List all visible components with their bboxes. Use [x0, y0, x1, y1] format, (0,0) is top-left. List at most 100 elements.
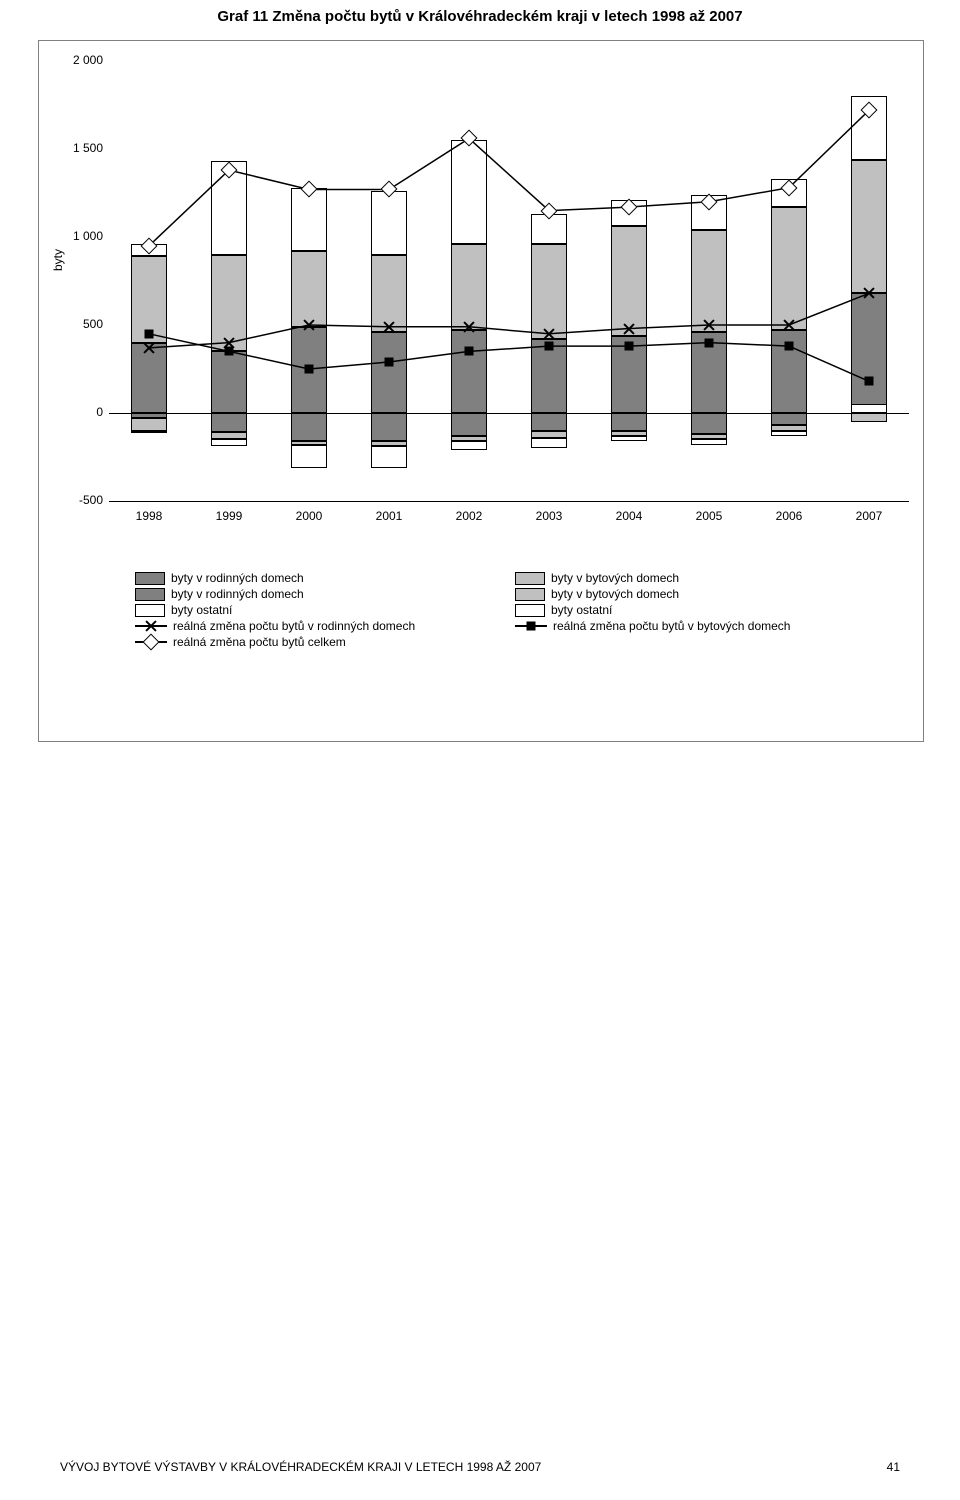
legend-label: byty ostatní — [171, 603, 232, 617]
legend-label: byty v bytových domech — [551, 571, 679, 585]
marker-sq — [225, 347, 234, 356]
legend-item: byty v bytových domech — [515, 571, 895, 585]
x-tick: 2007 — [839, 509, 899, 523]
bar-bytovych-pos — [531, 244, 567, 339]
footer-text: VÝVOJ BYTOVÉ VÝSTAVBY V KRÁLOVÉHRADECKÉM… — [60, 1460, 541, 1474]
bar-ostatni-neg — [611, 436, 647, 441]
bar-ostatni-neg — [211, 439, 247, 446]
bar-bytovych-pos — [291, 251, 327, 327]
y-tick: 1 000 — [53, 229, 103, 243]
marker-sq — [145, 329, 154, 338]
x-tick: 2001 — [359, 509, 419, 523]
marker-x — [143, 342, 155, 354]
marker-x — [783, 319, 795, 331]
legend-item: byty v bytových domech — [515, 587, 895, 601]
bar-bytovych-neg — [211, 432, 247, 439]
bar-rodinnych-pos — [371, 332, 407, 413]
bar-ostatni-neg — [371, 446, 407, 467]
plot-area: -50005001 0001 5002 00019981999200020012… — [109, 61, 909, 502]
marker-sq — [865, 377, 874, 386]
bar-bytovych-pos — [451, 244, 487, 330]
x-tick: 2000 — [279, 509, 339, 523]
marker-sq — [785, 342, 794, 351]
bar-ostatni-neg — [771, 431, 807, 436]
bar-rodinnych-neg — [611, 413, 647, 431]
legend: byty v rodinných domech byty v bytových d… — [135, 571, 895, 651]
legend-line-swatch — [135, 619, 167, 633]
legend-line-swatch — [135, 635, 167, 649]
bar-bytovych-neg — [531, 431, 567, 438]
chart-inner: -50005001 0001 5002 00019981999200020012… — [109, 61, 909, 501]
legend-item: reálná změna počtu bytů v rodinných dome… — [135, 619, 515, 633]
y-tick: 2 000 — [53, 53, 103, 67]
marker-sq — [465, 347, 474, 356]
bar-rodinnych-pos — [851, 293, 887, 413]
bar-ostatni-neg — [851, 404, 887, 413]
legend-swatch — [135, 572, 165, 585]
chart-title: Graf 11 Změna počtu bytů v Královéhradec… — [0, 0, 960, 25]
bar-rodinnych-neg — [451, 413, 487, 436]
marker-x — [303, 319, 315, 331]
x-tick: 2005 — [679, 509, 739, 523]
chart-frame: byty -50005001 0001 5002 000199819992000… — [38, 40, 924, 742]
y-tick: -500 — [53, 493, 103, 507]
bar-ostatni-neg — [131, 431, 167, 433]
bar-ostatni-neg — [691, 439, 727, 444]
bar-bytovych-pos — [691, 230, 727, 332]
bar-bytovych-pos — [771, 207, 807, 330]
marker-x — [623, 323, 635, 335]
marker-sq — [305, 365, 314, 374]
legend-line-swatch — [515, 619, 547, 633]
x-tick: 1998 — [119, 509, 179, 523]
legend-label: reálná změna počtu bytů celkem — [173, 635, 346, 649]
marker-x — [863, 287, 875, 299]
legend-swatch — [515, 604, 545, 617]
bar-bytovych-neg — [851, 413, 887, 422]
bar-bytovych-pos — [611, 226, 647, 335]
marker-x — [383, 321, 395, 333]
page-number: 41 — [887, 1460, 900, 1474]
legend-label: byty v rodinných domech — [171, 571, 304, 585]
bar-rodinnych-neg — [691, 413, 727, 434]
bar-ostatni-pos — [371, 191, 407, 254]
legend-swatch — [135, 604, 165, 617]
legend-label: reálná změna počtu bytů v rodinných dome… — [173, 619, 415, 633]
bar-ostatni-neg — [451, 441, 487, 450]
marker-sq — [705, 338, 714, 347]
bar-rodinnych-neg — [291, 413, 327, 441]
bar-bytovych-pos — [851, 160, 887, 294]
marker-x — [463, 321, 475, 333]
bar-rodinnych-pos — [451, 330, 487, 413]
x-tick: 2004 — [599, 509, 659, 523]
legend-item: reálná změna počtu bytů celkem — [135, 635, 515, 649]
y-tick: 0 — [53, 405, 103, 419]
bar-rodinnych-neg — [211, 413, 247, 432]
bar-rodinnych-pos — [211, 351, 247, 413]
marker-sq — [625, 342, 634, 351]
legend-label: byty v bytových domech — [551, 587, 679, 601]
bar-ostatni-neg — [531, 438, 567, 449]
bar-bytovych-neg — [131, 418, 167, 430]
y-tick: 500 — [53, 317, 103, 331]
y-axis-label: byty — [51, 249, 65, 271]
legend-item: byty ostatní — [135, 603, 515, 617]
marker-sq — [545, 342, 554, 351]
legend-label: byty ostatní — [551, 603, 612, 617]
legend-label: byty v rodinných domech — [171, 587, 304, 601]
y-tick: 1 500 — [53, 141, 103, 155]
legend-swatch — [515, 572, 545, 585]
bar-ostatni-neg — [291, 445, 327, 468]
bar-rodinnych-neg — [371, 413, 407, 441]
x-tick: 2003 — [519, 509, 579, 523]
marker-x — [703, 319, 715, 331]
legend-item: byty v rodinných domech — [135, 571, 515, 585]
legend-label: reálná změna počtu bytů v bytových domec… — [553, 619, 790, 633]
legend-swatch — [135, 588, 165, 601]
legend-item: byty ostatní — [515, 603, 895, 617]
x-tick: 2002 — [439, 509, 499, 523]
legend-swatch — [515, 588, 545, 601]
marker-x — [543, 328, 555, 340]
marker-sq — [385, 357, 394, 366]
legend-item: byty v rodinných domech — [135, 587, 515, 601]
legend-item: reálná změna počtu bytů v bytových domec… — [515, 619, 895, 633]
